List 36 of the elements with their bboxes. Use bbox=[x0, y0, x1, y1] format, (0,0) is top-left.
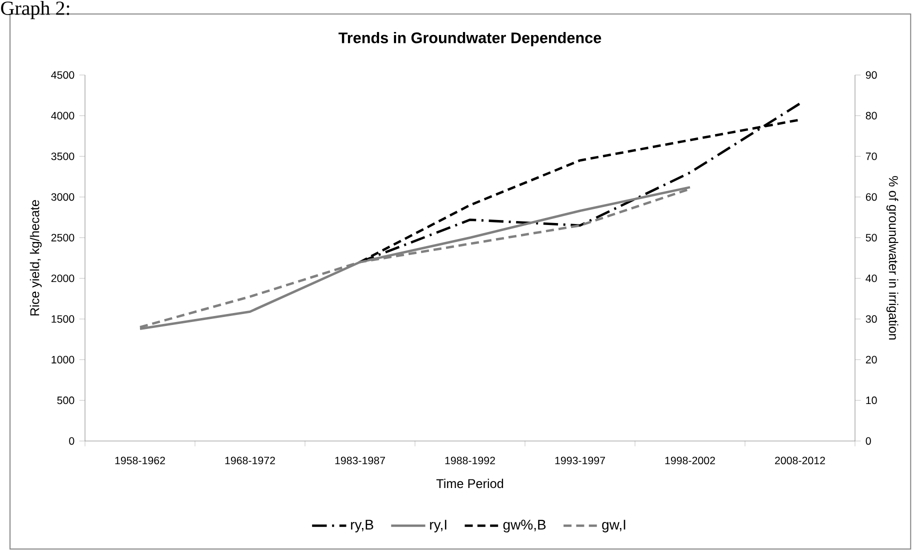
y2-tick-label: 0 bbox=[866, 437, 871, 445]
legend-label: gw%,B bbox=[503, 520, 546, 532]
legend-label: ry,B bbox=[351, 520, 374, 532]
x-tick-label: 1968-1972 bbox=[225, 456, 275, 464]
x-tick-label: 2008-2012 bbox=[775, 456, 825, 464]
y2-axis-title: % of groundwater in irrigation bbox=[886, 176, 898, 340]
x-tick-label: 1988-1992 bbox=[445, 456, 495, 464]
y2-tick-label: 70 bbox=[866, 152, 877, 160]
y2-tick-label: 20 bbox=[866, 356, 877, 364]
y-tick-label: 4500 bbox=[51, 71, 74, 79]
x-tick-label: 1998-2002 bbox=[665, 456, 715, 464]
y-axis-title: Rice yield, kg/hecate bbox=[30, 200, 42, 316]
y-tick-label: 2500 bbox=[51, 234, 74, 242]
y2-tick-label: 40 bbox=[866, 274, 877, 282]
y-tick-label: 2000 bbox=[51, 274, 74, 282]
y2-tick-label: 80 bbox=[866, 112, 877, 120]
y2-tick-label: 10 bbox=[866, 396, 877, 404]
x-tick-label: 1993-1997 bbox=[555, 456, 605, 464]
y-tick-label: 3000 bbox=[51, 193, 74, 201]
y2-tick-label: 60 bbox=[866, 193, 877, 201]
legend-label: ry,I bbox=[430, 520, 446, 532]
y2-tick-label: 50 bbox=[866, 234, 877, 242]
y-tick-label: 1000 bbox=[52, 356, 74, 364]
legend-label: gw,I bbox=[602, 520, 626, 532]
chart-title: Trends in Groundwater Dependence bbox=[338, 32, 602, 46]
y-tick-label: 0 bbox=[69, 437, 74, 445]
y-tick-label: 4000 bbox=[51, 112, 74, 120]
caption: Graph 2: bbox=[1, 0, 70, 20]
y-tick-label: 500 bbox=[57, 396, 74, 404]
x-axis-title: Time Period bbox=[436, 478, 504, 488]
y2-tick-label: 30 bbox=[866, 315, 877, 323]
y2-tick-label: 90 bbox=[866, 71, 877, 79]
x-tick-label: 1983-1987 bbox=[335, 456, 385, 464]
y-tick-label: 3500 bbox=[51, 152, 74, 160]
x-tick-label: 1958-1962 bbox=[115, 456, 165, 464]
y-tick-label: 1500 bbox=[52, 315, 74, 323]
